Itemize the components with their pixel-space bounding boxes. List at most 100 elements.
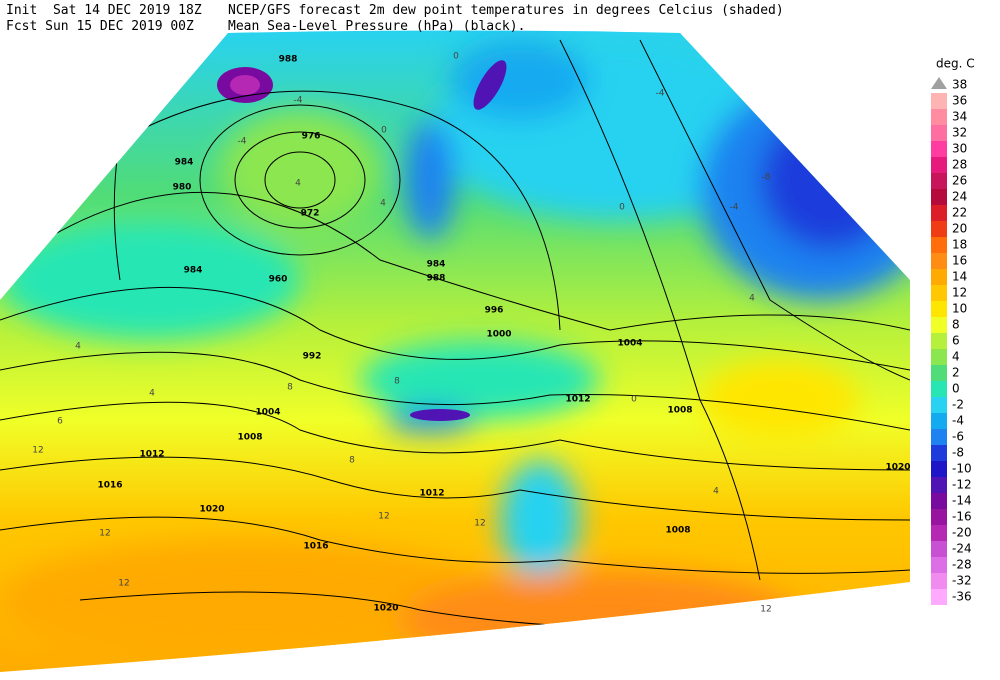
dewpoint-label: 4	[380, 199, 386, 209]
dewpoint-label: 12	[118, 579, 129, 589]
isobar-label: 1012	[565, 395, 590, 405]
colorbar-swatch	[931, 157, 947, 173]
colorbar-label: 12	[952, 286, 967, 300]
colorbar-swatch	[931, 365, 947, 381]
colorbar-title: deg. C	[936, 57, 975, 71]
colorbar-label: 36	[952, 94, 967, 108]
isobar-label: 984	[427, 260, 446, 270]
isobar-label: 1020	[373, 604, 398, 614]
isobar-label: 992	[303, 352, 322, 362]
colorbar-swatch	[931, 573, 947, 589]
colorbar-label: -36	[952, 590, 972, 604]
isobar-label: 1008	[237, 433, 262, 443]
colorbar-swatch	[931, 205, 947, 221]
dewpoint-label: 8	[349, 456, 355, 466]
dewpoint-label: 4	[295, 179, 301, 189]
dewpoint-label: 12	[760, 605, 771, 615]
dewpoint-label: -4	[730, 203, 739, 213]
colorbar-swatch	[931, 301, 947, 317]
colorbar-swatch	[931, 477, 947, 493]
dewpoint-label: 4	[713, 487, 719, 497]
colorbar-swatch	[931, 93, 947, 109]
dewpoint-label: 12	[474, 519, 485, 529]
isobar-label: 976	[302, 132, 321, 142]
colorbar-label: -24	[952, 542, 972, 556]
colorbar-label: 24	[952, 190, 967, 204]
colorbar-label: -4	[952, 414, 964, 428]
isobar-label: 960	[269, 275, 288, 285]
colorbar-label: 6	[952, 334, 960, 348]
dewpoint-label: 8	[394, 377, 400, 387]
isobar-label: 988	[279, 55, 298, 65]
colorbar-label: 0	[952, 382, 960, 396]
dewpoint-label: 6	[57, 417, 63, 427]
isobar-label: 980	[173, 183, 192, 193]
dewpoint-labels: -4 0 4 -4 0 4 4 -4 -8 -4 0 4 8 12 12 12 …	[32, 52, 771, 615]
dewpoint-label: -4	[238, 137, 247, 147]
isobar-label: 984	[184, 266, 203, 276]
colorbar: deg. C 383634323028262422201816141210864…	[931, 57, 975, 605]
init-time: Init Sat 14 DEC 2019 18Z	[6, 3, 202, 18]
dewpoint-shading	[0, 30, 910, 672]
colorbar-swatch	[931, 189, 947, 205]
colorbar-swatch	[931, 237, 947, 253]
dewpoint-label: -4	[656, 89, 665, 99]
colorbar-swatch	[931, 509, 947, 525]
colorbar-label: 34	[952, 110, 967, 124]
title-line: Mean Sea-Level Pressure (hPa) (black).	[228, 19, 525, 34]
colorbar-label: 4	[952, 350, 960, 364]
colorbar-swatch	[931, 141, 947, 157]
header: Init Sat 14 DEC 2019 18Z Fcst Sun 15 DEC…	[6, 3, 784, 34]
colorbar-swatch	[931, 461, 947, 477]
isobar-label: 1004	[255, 408, 280, 418]
isobar-label: 1008	[665, 526, 690, 536]
isobar-label: 1012	[419, 489, 444, 499]
colorbar-swatch	[931, 221, 947, 237]
isobar-labels: 988 976 984 980 972 984 960 992 1004 100…	[97, 55, 910, 614]
colorbar-swatch	[931, 557, 947, 573]
isobar-label: 1004	[617, 339, 642, 349]
isobar-label: 996	[485, 306, 504, 316]
colorbar-swatch	[931, 285, 947, 301]
dewpoint-label: 12	[32, 446, 43, 456]
colorbar-swatch	[931, 381, 947, 397]
dewpoint-label: 0	[381, 126, 387, 136]
dewpoint-label: -4	[294, 96, 303, 106]
colorbar-label: 38	[952, 78, 967, 92]
colorbar-label: 32	[952, 126, 967, 140]
colorbar-label: 16	[952, 254, 967, 268]
dewpoint-label: 4	[749, 294, 755, 304]
colorbar-label: -20	[952, 526, 972, 540]
dewpoint-label: 4	[75, 342, 81, 352]
dewpoint-label: 12	[378, 512, 389, 522]
colorbar-swatch	[931, 269, 947, 285]
forecast-time: Fcst Sun 15 DEC 2019 00Z	[6, 19, 194, 34]
colorbar-label: 28	[952, 158, 967, 172]
colorbar-label: -6	[952, 430, 964, 444]
colorbar-swatch	[931, 397, 947, 413]
dewpoint-label: 0	[631, 395, 637, 405]
colorbar-swatch	[931, 173, 947, 189]
colorbar-label: 30	[952, 142, 967, 156]
colorbar-swatch	[931, 109, 947, 125]
colorbar-label: -12	[952, 478, 972, 492]
dewpoint-label: 12	[99, 529, 110, 539]
dewpoint-label: 8	[287, 383, 293, 393]
colorbar-swatch	[931, 493, 947, 509]
colorbar-swatch	[931, 525, 947, 541]
colorbar-label: 26	[952, 174, 967, 188]
colorbar-label: -2	[952, 398, 964, 412]
isobar-label: 1016	[97, 481, 122, 491]
isobar-label: 1008	[667, 406, 692, 416]
dewpoint-label: 4	[149, 389, 155, 399]
colorbar-swatch	[931, 429, 947, 445]
dewpoint-label: -8	[762, 173, 771, 183]
dewpoint-label: 0	[619, 203, 625, 213]
isobar-label: 1000	[486, 330, 511, 340]
colorbar-swatch	[931, 445, 947, 461]
isobar-label: 1012	[139, 450, 164, 460]
colorbar-swatch	[931, 589, 947, 605]
colorbar-label: 14	[952, 270, 967, 284]
colorbar-label: 8	[952, 318, 960, 332]
